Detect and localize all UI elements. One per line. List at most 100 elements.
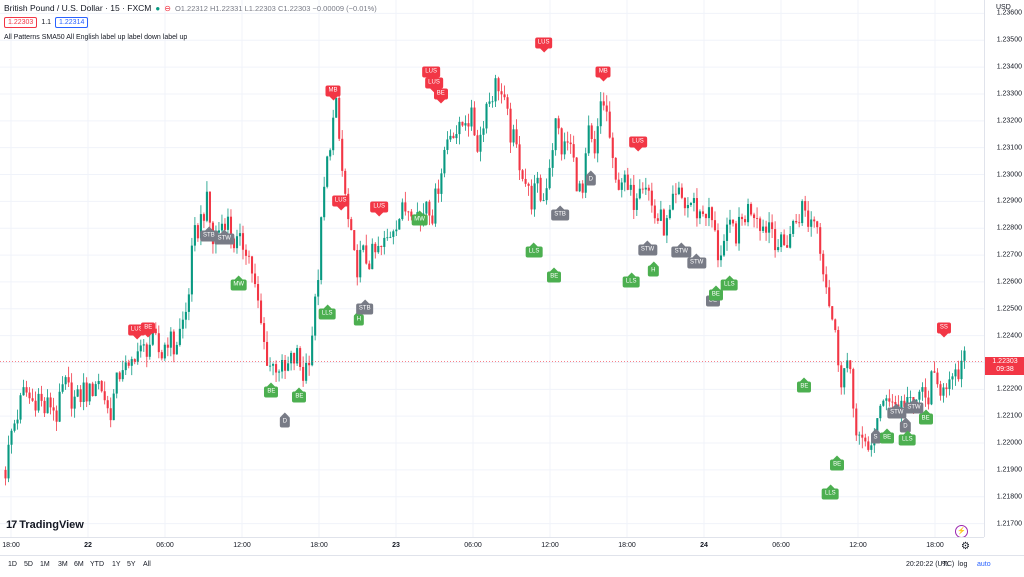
pattern-label[interactable]: MW	[230, 275, 248, 291]
candle	[668, 204, 671, 220]
pattern-label[interactable]: D	[279, 412, 291, 428]
pattern-label[interactable]: BE	[708, 285, 723, 301]
pattern-label[interactable]: LUS	[127, 324, 146, 340]
pattern-label[interactable]: BE	[433, 88, 448, 104]
candle	[311, 326, 314, 367]
range-button-1m[interactable]: 1M	[40, 561, 50, 568]
pattern-label[interactable]: LLS	[721, 275, 738, 291]
pattern-label[interactable]: H	[353, 310, 365, 325]
candle	[768, 212, 771, 244]
pattern-label[interactable]: STB	[551, 205, 569, 221]
symbol-title[interactable]: British Pound / U.S. Dollar · 15 · FXCM	[4, 3, 152, 13]
candle	[855, 403, 858, 441]
candle	[196, 223, 199, 242]
candle	[834, 318, 837, 333]
auto-toggle[interactable]: auto	[977, 561, 991, 568]
pattern-label[interactable]: LUS	[331, 195, 350, 211]
candle	[710, 206, 714, 228]
pattern-label[interactable]: LLS	[622, 272, 640, 288]
candle	[22, 379, 25, 396]
pattern-label[interactable]: BE	[292, 387, 307, 403]
pattern-label[interactable]: LLS	[525, 242, 543, 258]
pattern-label[interactable]: BE	[141, 322, 156, 338]
price-scale[interactable]: USD 1.23600 1.23500 1.23400 1.23300 1.23200 1…	[984, 0, 1024, 537]
candle	[52, 397, 55, 421]
candle	[731, 219, 735, 227]
time-tick-label: 06:00	[156, 542, 174, 549]
pattern-label[interactable]: LUS	[629, 136, 647, 152]
pattern-label[interactable]: BE	[547, 267, 562, 283]
range-button-5y[interactable]: 5Y	[127, 561, 136, 568]
pattern-label[interactable]: D	[900, 417, 911, 433]
candle	[942, 383, 945, 403]
pattern-label[interactable]: MW	[411, 210, 428, 226]
candle	[238, 223, 242, 246]
pattern-label[interactable]: SS	[936, 322, 951, 338]
candle	[629, 178, 632, 196]
market-status-icon: ●	[155, 3, 161, 13]
pattern-label[interactable]: STW	[214, 229, 234, 245]
pattern-label[interactable]: STW	[887, 403, 907, 419]
candle	[740, 213, 744, 226]
candle	[527, 182, 530, 196]
pattern-label[interactable]: LUS	[422, 66, 440, 82]
candle	[623, 170, 626, 192]
range-button-1y[interactable]: 1Y	[112, 561, 121, 568]
time-tick-label: 12:00	[849, 542, 867, 549]
pattern-label[interactable]: STB	[355, 299, 374, 315]
range-button-1d[interactable]: 1D	[8, 561, 17, 568]
range-button-all[interactable]: All	[143, 561, 151, 568]
candle	[265, 331, 269, 366]
candle	[813, 216, 816, 228]
pattern-label[interactable]: MB	[325, 85, 341, 101]
chart-settings-icon[interactable]: ⊖	[164, 3, 171, 13]
pattern-label[interactable]: LUS	[425, 77, 443, 93]
price-chart[interactable]	[0, 0, 984, 537]
pattern-label[interactable]: S	[870, 428, 881, 444]
pattern-label[interactable]: STW	[671, 242, 691, 258]
candle	[662, 208, 665, 236]
candle	[305, 353, 308, 384]
pattern-label[interactable]: STW	[686, 253, 707, 269]
pattern-label[interactable]: BE	[880, 428, 895, 444]
buy-button[interactable]: 1.22314	[55, 17, 89, 28]
percent-toggle[interactable]: %	[942, 561, 949, 568]
pattern-label[interactable]: STW	[904, 398, 924, 414]
pattern-label[interactable]: H	[648, 261, 659, 277]
indicator-legend[interactable]: All Patterns SMA50 All English label up …	[4, 34, 188, 41]
tradingview-logo[interactable]: 17 TradingView	[6, 519, 84, 531]
sell-button[interactable]: 1.22303	[4, 17, 38, 28]
candle	[701, 205, 705, 217]
pattern-label[interactable]: STB	[200, 226, 218, 242]
pattern-label[interactable]: BE	[918, 409, 933, 425]
candle	[190, 237, 193, 302]
range-button-3m[interactable]: 3M	[58, 561, 68, 568]
utc-clock[interactable]: 20:20:22 (UTC)	[906, 561, 955, 568]
pattern-label[interactable]: MB	[595, 66, 611, 82]
time-axis[interactable]: 18:00 22 06:00 12:00 18:00 23 06:00 12:00 18:00 2…	[0, 537, 984, 556]
gear-icon[interactable]: ⚙	[961, 541, 970, 552]
pattern-label[interactable]: LUS	[370, 201, 389, 217]
candle	[437, 179, 440, 203]
pattern-label[interactable]: LLS	[822, 484, 839, 500]
pattern-label[interactable]: LUS	[534, 37, 553, 53]
pattern-label[interactable]: BE	[797, 377, 812, 393]
candle	[281, 354, 284, 379]
chart-area[interactable]: British Pound / U.S. Dollar · 15 · FXCM …	[0, 0, 984, 538]
candle	[759, 216, 762, 241]
pattern-label[interactable]: BE	[264, 382, 279, 398]
pattern-label[interactable]: BE	[830, 455, 845, 470]
range-button-5d[interactable]: 5D	[24, 561, 33, 568]
pattern-label[interactable]: LLS	[898, 430, 916, 446]
currency-label[interactable]: USD	[996, 4, 1011, 11]
range-button-6m[interactable]: 6M	[74, 561, 84, 568]
log-toggle[interactable]: log	[958, 561, 968, 568]
price-tick-label: 1.22800	[996, 224, 1022, 232]
candle	[314, 293, 317, 341]
range-button-ytd[interactable]: YTD	[90, 561, 104, 568]
pattern-label[interactable]: LLS	[318, 304, 336, 320]
pattern-label[interactable]: STW	[637, 240, 658, 256]
pattern-label[interactable]: D	[585, 170, 596, 186]
candle	[704, 213, 708, 226]
candle	[97, 373, 100, 390]
